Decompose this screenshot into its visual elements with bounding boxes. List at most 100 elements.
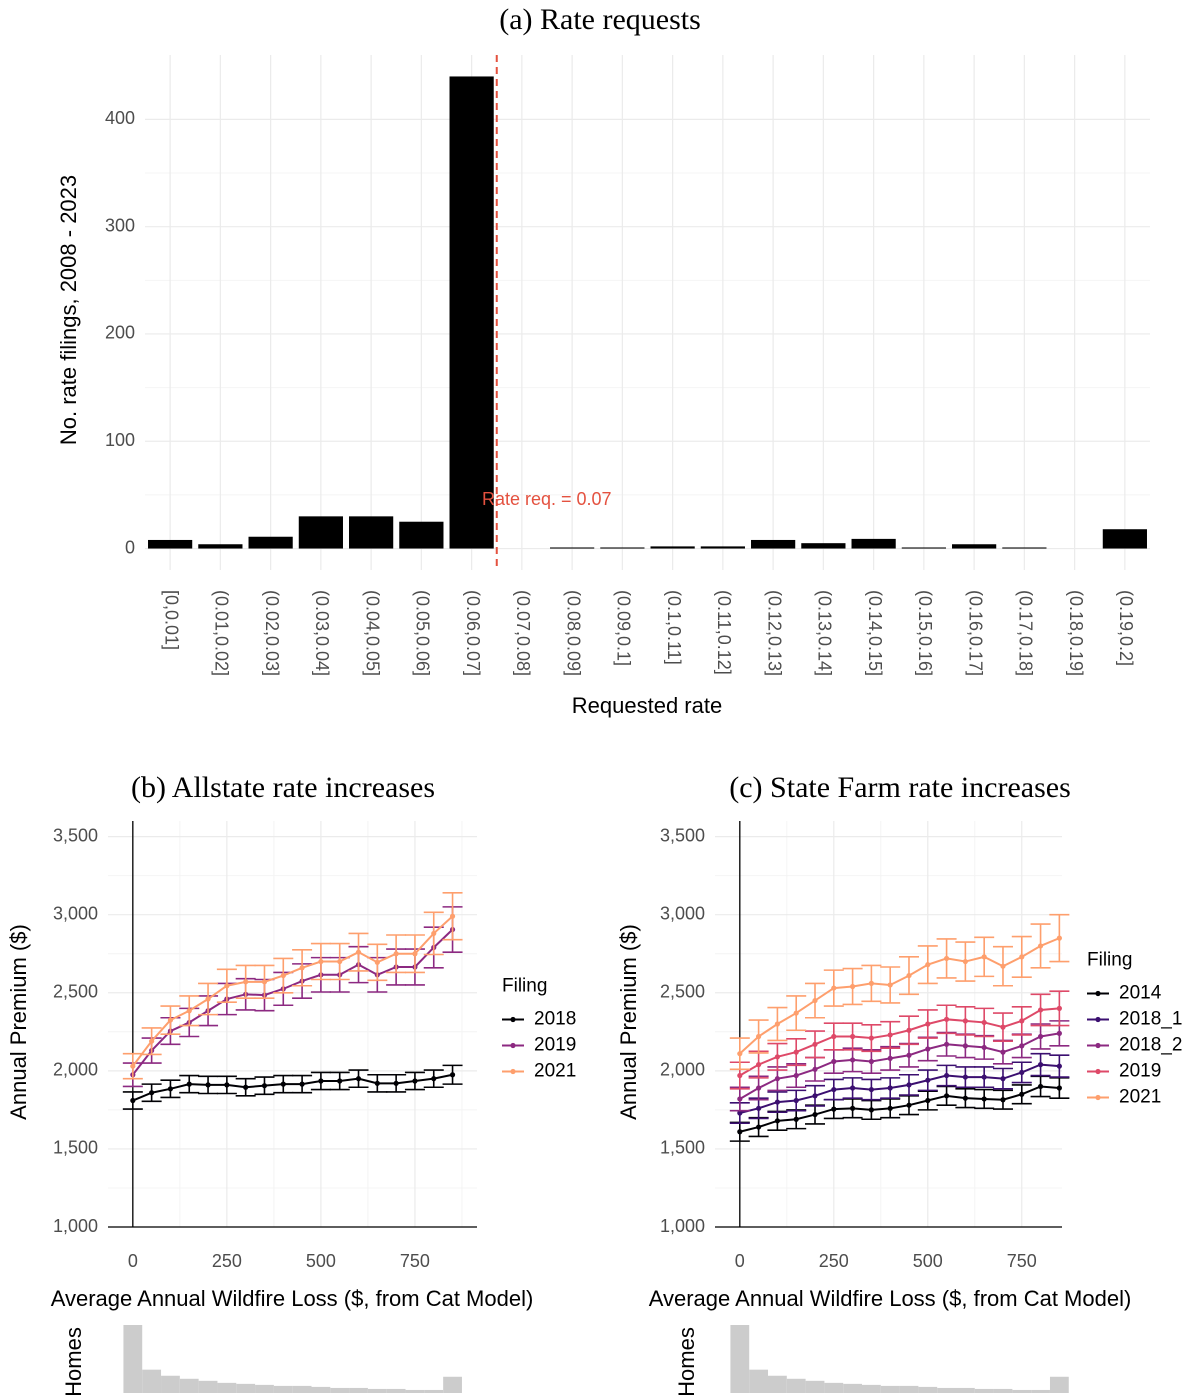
y-tick-label: 1,000 bbox=[53, 1216, 98, 1236]
point bbox=[756, 1062, 762, 1068]
legend-swatch-dot bbox=[510, 1068, 516, 1075]
x-tick-label: (0.08,0.09] bbox=[563, 590, 583, 676]
point bbox=[962, 1018, 968, 1024]
bar bbox=[751, 539, 796, 549]
legend-swatch-dot bbox=[1095, 1068, 1101, 1075]
point bbox=[887, 1032, 893, 1038]
x-tick-label: (0.09,0.1] bbox=[614, 590, 634, 666]
point bbox=[962, 958, 968, 965]
line bbox=[739, 1085, 1060, 1133]
legend-title: Filing bbox=[1087, 950, 1132, 971]
histogram-bar bbox=[330, 1387, 350, 1393]
point bbox=[1056, 1005, 1062, 1011]
point bbox=[981, 1096, 987, 1102]
point bbox=[431, 930, 437, 937]
x-tick-label: (0.03,0.04] bbox=[312, 590, 332, 676]
point bbox=[812, 997, 818, 1004]
x-tick-label: (0.1,0.11] bbox=[664, 590, 684, 665]
point bbox=[981, 1044, 987, 1051]
x-tick-label: (0.11,0.12] bbox=[714, 590, 734, 675]
y-axis-label: Homes bbox=[674, 1327, 699, 1395]
point bbox=[1037, 1062, 1044, 1068]
y-tick-label: 1,500 bbox=[53, 1138, 98, 1158]
point bbox=[756, 1105, 762, 1111]
point bbox=[925, 1046, 931, 1052]
point bbox=[130, 1097, 136, 1104]
histogram-bar bbox=[805, 1380, 825, 1393]
point bbox=[774, 1054, 781, 1060]
bar bbox=[298, 516, 343, 549]
histogram-bar bbox=[899, 1385, 919, 1393]
point bbox=[449, 913, 456, 919]
legend-swatch-dot bbox=[1095, 1016, 1101, 1023]
point bbox=[412, 951, 418, 957]
point bbox=[981, 1074, 987, 1080]
series bbox=[122, 892, 463, 1080]
point bbox=[431, 1076, 437, 1082]
histogram-bar bbox=[974, 1388, 994, 1393]
point bbox=[167, 1017, 174, 1023]
point bbox=[1037, 1033, 1044, 1040]
bar bbox=[700, 546, 745, 549]
point bbox=[243, 979, 249, 985]
histogram-bar bbox=[292, 1385, 312, 1393]
point bbox=[374, 1080, 380, 1086]
y-tick-label: 2,000 bbox=[53, 1060, 98, 1080]
x-tick-label: 0 bbox=[735, 1251, 745, 1271]
histogram-bar bbox=[367, 1388, 387, 1393]
histogram-bar bbox=[880, 1385, 900, 1393]
y-tick-label: 2,000 bbox=[660, 1060, 705, 1080]
legend-label: 2018 bbox=[534, 1009, 576, 1030]
point bbox=[280, 972, 286, 979]
y-tick-label: 2,500 bbox=[660, 982, 705, 1002]
legend-label: 2014 bbox=[1119, 983, 1162, 1004]
legend-label: 2018_2 bbox=[1119, 1035, 1182, 1056]
point bbox=[831, 1106, 837, 1112]
histogram-bar bbox=[955, 1387, 975, 1393]
point bbox=[831, 1086, 837, 1093]
legend-label: 2021 bbox=[534, 1061, 576, 1082]
point bbox=[737, 1110, 743, 1116]
point bbox=[1037, 1007, 1044, 1013]
point bbox=[299, 965, 305, 971]
point bbox=[318, 958, 324, 965]
x-tick-label: (0.13,0.14] bbox=[815, 590, 835, 676]
chart-title: (b) Allstate rate increases bbox=[131, 771, 435, 804]
histogram-bar bbox=[179, 1378, 199, 1393]
point bbox=[774, 1021, 781, 1027]
point bbox=[205, 1082, 211, 1088]
point bbox=[943, 1072, 950, 1079]
point bbox=[449, 1072, 456, 1078]
point bbox=[868, 1035, 874, 1041]
point bbox=[887, 1085, 893, 1091]
x-tick-label: (0.15,0.16] bbox=[915, 590, 935, 676]
y-axis-label: Homes bbox=[61, 1327, 86, 1395]
line bbox=[132, 915, 454, 1067]
point bbox=[355, 949, 362, 955]
x-tick-label: (0.12,0.13] bbox=[764, 590, 784, 676]
point bbox=[261, 1083, 268, 1089]
point bbox=[793, 1072, 799, 1079]
chart-title: (a) Rate requests bbox=[499, 3, 701, 36]
x-tick-label: [0,0.01] bbox=[161, 590, 181, 650]
point bbox=[318, 1078, 324, 1084]
point bbox=[962, 1043, 968, 1049]
point bbox=[205, 996, 211, 1002]
y-tick-label: 400 bbox=[105, 108, 135, 128]
point bbox=[149, 1038, 155, 1044]
legend-label: 2018_1 bbox=[1119, 1009, 1182, 1030]
histogram-bar bbox=[443, 1376, 462, 1393]
bar bbox=[550, 547, 595, 549]
chart-title: (c) State Farm rate increases bbox=[729, 771, 1071, 804]
x-tick-label: 0 bbox=[128, 1251, 138, 1271]
point bbox=[1056, 935, 1062, 941]
line bbox=[739, 1063, 1060, 1114]
histogram-bar bbox=[918, 1386, 938, 1393]
histogram-bar bbox=[123, 1325, 143, 1393]
histogram-bar bbox=[786, 1378, 806, 1393]
point bbox=[981, 954, 987, 960]
histogram-bar bbox=[1012, 1389, 1032, 1393]
point bbox=[868, 1086, 874, 1093]
point bbox=[868, 1058, 874, 1065]
histogram-bar bbox=[217, 1382, 237, 1393]
